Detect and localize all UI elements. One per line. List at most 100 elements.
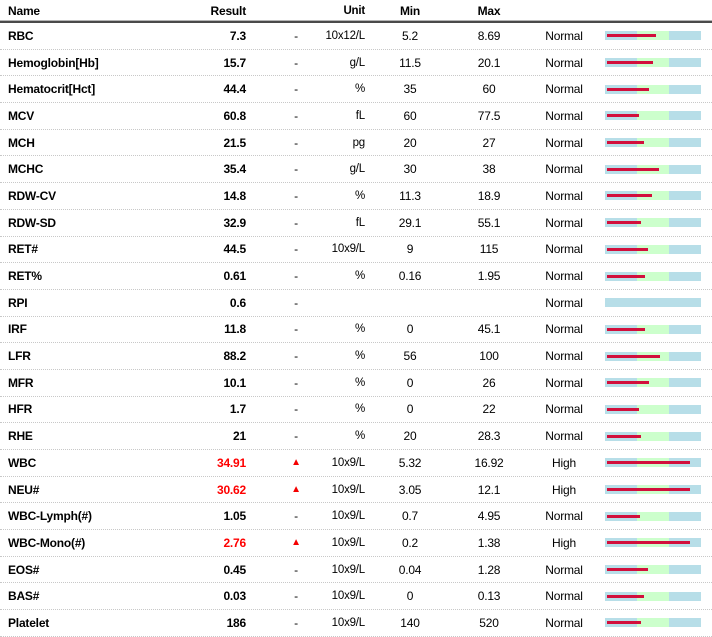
table-row[interactable]: RHE 21 - % 20 28.3 Normal <box>0 423 712 450</box>
max-value: 12.1 <box>477 482 501 497</box>
range-bar-value-line <box>607 488 691 492</box>
unit-label: fL <box>355 216 365 229</box>
range-bar-high-segment <box>669 218 701 228</box>
unit-label: g/L <box>349 163 366 176</box>
analyte-name: NEU# <box>8 482 40 497</box>
min-value: 0.2 <box>401 535 419 550</box>
min-value <box>366 290 454 316</box>
result-value: 7.3 <box>229 28 246 43</box>
range-bar-value-line <box>607 114 639 118</box>
max-value: 1.28 <box>477 562 501 577</box>
result-flag: - <box>248 610 324 636</box>
result-value: 0.03 <box>223 589 246 604</box>
range-bar <box>604 397 712 423</box>
normal-flag: - <box>294 215 298 230</box>
status-label: Normal <box>545 269 583 284</box>
status-label: Normal <box>545 295 583 310</box>
range-bar <box>604 237 712 263</box>
normal-flag: - <box>294 615 298 630</box>
status-label: Normal <box>545 82 583 97</box>
min-value: 11.3 <box>399 188 421 203</box>
min-value: 35 <box>403 82 417 97</box>
column-header-max: Max <box>477 4 501 18</box>
table-row[interactable]: WBC-Lymph(#) 1.05 - 10x9/L 0.7 4.95 Norm… <box>0 503 712 531</box>
table-row[interactable]: WBC 34.91 ▲ 10x9/L 5.32 16.92 High <box>0 450 712 477</box>
range-bar-value-line <box>607 141 644 145</box>
table-row[interactable]: NEU# 30.62 ▲ 10x9/L 3.05 12.1 High <box>0 477 712 504</box>
range-bar-track <box>605 618 701 628</box>
normal-flag: - <box>294 242 298 257</box>
normal-flag: - <box>294 402 298 417</box>
unit-label: % <box>354 350 365 363</box>
status-label: Normal <box>545 135 583 150</box>
analyte-name: WBC-Mono(#) <box>8 535 86 550</box>
range-bar-value-line <box>607 167 659 171</box>
table-row[interactable]: Platelet 186 - 10x9/L 140 520 Normal <box>0 610 712 637</box>
table-row[interactable]: Hemoglobin[Hb] 15.7 - g/L 11.5 20.1 Norm… <box>0 50 712 77</box>
table-row[interactable]: WBC-Mono(#) 2.76 ▲ 10x9/L 0.2 1.38 High <box>0 530 712 557</box>
range-bar-high-segment <box>669 618 701 628</box>
analyte-name: RPI <box>8 295 28 310</box>
result-flag: - <box>248 503 324 529</box>
table-row[interactable]: LFR 88.2 - % 56 100 Normal <box>0 343 712 370</box>
result-value: 21.5 <box>223 135 246 150</box>
table-row[interactable]: IRF 11.8 - % 0 45.1 Normal <box>0 317 712 344</box>
unit-label <box>324 290 366 316</box>
result-value: 1.05 <box>223 509 246 524</box>
status-label: Normal <box>545 429 583 444</box>
status-label: Normal <box>545 509 583 524</box>
range-bar <box>604 530 712 556</box>
range-bar-track <box>605 164 701 174</box>
analyte-name: HFR <box>8 402 33 417</box>
table-row[interactable]: RDW-SD 32.9 - fL 29.1 55.1 Normal <box>0 210 712 237</box>
range-bar-norm-segment <box>637 565 669 575</box>
max-value: 4.95 <box>477 509 501 524</box>
table-header-row: Name Result Unit Min Max <box>0 2 712 21</box>
result-flag: - <box>248 23 324 49</box>
table-row[interactable]: MCV 60.8 - fL 60 77.5 Normal <box>0 103 712 130</box>
range-bar-high-segment <box>669 378 701 388</box>
max-value: 20.1 <box>477 55 501 70</box>
min-value: 20 <box>403 429 417 444</box>
table-row[interactable]: BAS# 0.03 - 10x9/L 0 0.13 Normal <box>0 583 712 611</box>
range-bar-value-line <box>607 221 642 225</box>
table-row[interactable]: MCHC 35.4 - g/L 30 38 Normal <box>0 156 712 184</box>
table-row[interactable]: RPI 0.6 - Normal <box>0 290 712 317</box>
analyte-name: Hemoglobin[Hb] <box>8 55 99 70</box>
table-row[interactable]: HFR 1.7 - % 0 22 Normal <box>0 397 712 424</box>
range-bar-track <box>605 84 701 94</box>
table-row[interactable]: RBC 7.3 - 10x12/L 5.2 8.69 Normal <box>0 23 712 50</box>
min-value: 56 <box>403 349 417 364</box>
column-header-name: Name <box>8 4 40 18</box>
range-bar-norm-segment <box>637 138 669 148</box>
unit-label: g/L <box>349 56 366 69</box>
range-bar-track <box>605 591 701 601</box>
max-value: 77.5 <box>477 108 501 123</box>
max-value <box>454 290 524 316</box>
analyte-name: RDW-SD <box>8 215 56 230</box>
max-value: 60 <box>482 82 496 97</box>
analyte-name: MCHC <box>8 162 44 177</box>
range-bar-track <box>605 485 701 495</box>
status-label: Normal <box>545 188 583 203</box>
min-value: 0.16 <box>398 269 422 284</box>
range-bar-norm-segment <box>637 111 669 121</box>
result-flag: ▲ <box>248 477 324 503</box>
table-row[interactable]: MCH 21.5 - pg 20 27 Normal <box>0 130 712 157</box>
table-row[interactable]: RDW-CV 14.8 - % 11.3 18.9 Normal <box>0 183 712 210</box>
min-value: 0.04 <box>398 562 422 577</box>
table-row[interactable]: RET% 0.61 - % 0.16 1.95 Normal <box>0 263 712 290</box>
table-row[interactable]: Hematocrit[Hct] 44.4 - % 35 60 Normal <box>0 76 712 104</box>
analyte-name: MCV <box>8 108 35 123</box>
unit-label: 10x9/L <box>331 590 366 603</box>
table-row[interactable]: EOS# 0.45 - 10x9/L 0.04 1.28 Normal <box>0 557 712 584</box>
table-row[interactable]: RET# 44.5 - 10x9/L 9 115 Normal <box>0 237 712 264</box>
range-bar-track <box>605 511 701 521</box>
min-value: 0 <box>406 322 414 337</box>
column-header-flag <box>248 2 324 20</box>
range-bar-high-segment <box>669 404 701 414</box>
result-value: 15.7 <box>223 55 246 70</box>
range-bar-value-line <box>607 594 644 598</box>
table-row[interactable]: MFR 10.1 - % 0 26 Normal <box>0 370 712 397</box>
